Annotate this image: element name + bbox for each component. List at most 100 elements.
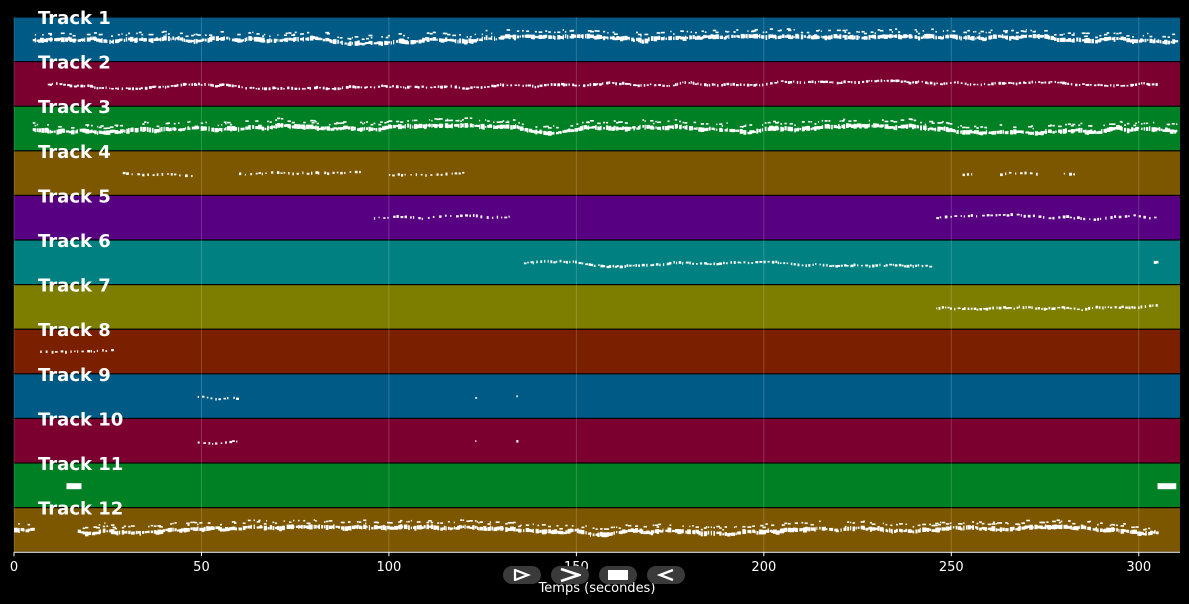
note [249, 124, 251, 130]
play-backward-button[interactable] [647, 566, 685, 584]
note [1020, 34, 1024, 39]
note [465, 214, 468, 217]
note [937, 122, 941, 124]
note [973, 83, 976, 86]
note [593, 35, 596, 39]
note [680, 36, 684, 40]
note [1114, 126, 1117, 130]
note [101, 33, 103, 36]
note [530, 261, 533, 264]
note [390, 124, 393, 129]
note [1133, 529, 1137, 534]
note [603, 127, 606, 130]
play-forward-button[interactable] [503, 566, 541, 584]
note [458, 172, 461, 175]
note [138, 31, 142, 34]
note [712, 29, 717, 32]
note [840, 528, 842, 532]
note [662, 263, 665, 267]
note [291, 34, 296, 37]
note [445, 526, 447, 531]
note [432, 123, 436, 127]
note [158, 85, 161, 89]
note [774, 81, 777, 84]
note [960, 523, 963, 525]
note [96, 125, 99, 128]
note [94, 86, 96, 89]
note [585, 263, 588, 266]
note [1059, 129, 1062, 134]
note [663, 31, 665, 34]
note [1110, 306, 1113, 309]
note [373, 86, 376, 89]
note [708, 126, 711, 131]
note [397, 173, 400, 176]
note [908, 123, 912, 128]
note [976, 130, 979, 135]
note [905, 34, 909, 38]
note [815, 263, 817, 265]
note [474, 33, 476, 36]
note [960, 215, 962, 217]
note [167, 36, 170, 42]
note [997, 522, 1001, 524]
note [900, 124, 905, 129]
note [532, 528, 534, 533]
note [1072, 123, 1076, 126]
note [755, 83, 758, 86]
track-notes-3 [32, 117, 1178, 136]
note [476, 124, 480, 128]
note [421, 526, 424, 530]
note [332, 127, 335, 131]
note [341, 126, 345, 130]
note [584, 34, 587, 39]
note [221, 128, 223, 133]
note [750, 84, 753, 86]
note [263, 525, 267, 531]
note [724, 129, 728, 132]
note [316, 126, 320, 131]
note [877, 29, 881, 31]
note [684, 122, 688, 124]
note [1032, 214, 1035, 218]
note [994, 81, 996, 85]
note [86, 33, 91, 36]
note [119, 38, 122, 42]
note [220, 31, 224, 33]
note [469, 123, 473, 128]
note [973, 307, 977, 310]
note [396, 124, 400, 128]
note [195, 38, 198, 44]
note [1013, 36, 1017, 40]
note [762, 526, 766, 529]
note [843, 80, 846, 84]
note [965, 35, 967, 41]
note [483, 526, 487, 531]
note [333, 524, 335, 530]
note [987, 523, 992, 526]
note [432, 31, 436, 34]
note [642, 119, 645, 121]
note [255, 172, 258, 175]
note [197, 34, 201, 36]
note [855, 526, 857, 530]
note [786, 28, 791, 30]
note [677, 529, 682, 535]
note [262, 35, 265, 37]
stop-button[interactable] [599, 566, 637, 584]
note [439, 215, 442, 218]
note [728, 34, 730, 39]
note [197, 523, 199, 526]
note [172, 36, 175, 40]
note [236, 397, 239, 400]
note [1142, 34, 1144, 37]
note [1041, 526, 1044, 530]
note [717, 34, 719, 40]
note [593, 264, 596, 268]
note [40, 350, 42, 354]
note [658, 35, 660, 40]
note [745, 34, 748, 39]
fast-forward-button[interactable] [551, 566, 589, 584]
note [528, 34, 531, 38]
